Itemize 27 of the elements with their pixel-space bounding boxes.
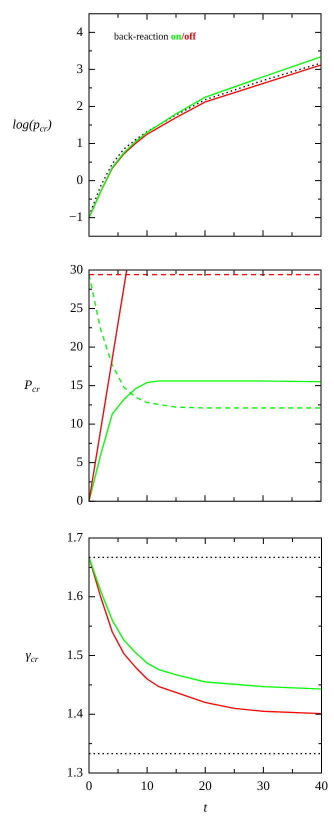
y-tick-label: −1 [69,209,83,224]
text: off [184,31,197,42]
x-axis-title: t [203,799,208,814]
y-tick-label: 20 [70,338,83,354]
x-tick-label: 30 [256,778,270,794]
y-tick-label: 10 [70,416,83,431]
x-tick-label: 10 [140,778,154,794]
y-tick-label: 25 [70,300,83,315]
y-tick-label: 1.6 [66,588,84,604]
y-tick-label: 2 [76,98,83,113]
legend-title: back-reaction [114,31,171,42]
x-tick-label: 40 [315,778,328,794]
y-tick-label: 3 [76,60,83,76]
text: on [170,31,182,42]
x-tick-label: 20 [198,778,212,794]
y-tick-label: 1.3 [66,764,83,780]
annotation: / [180,31,184,42]
y-tick-label: 5 [76,454,83,470]
y-tick-label: 4 [76,24,84,39]
y-tick-label: 1.5 [66,646,83,662]
y-tick-label: 0 [76,172,83,188]
y-tick-label: 1.4 [66,706,84,721]
y-tick-label: 15 [70,377,83,392]
y-tick-label: 1 [76,134,83,150]
y-tick-label: 1.7 [66,529,84,544]
y-tick-label: 0 [76,492,83,508]
y-tick-label: 30 [70,261,83,276]
